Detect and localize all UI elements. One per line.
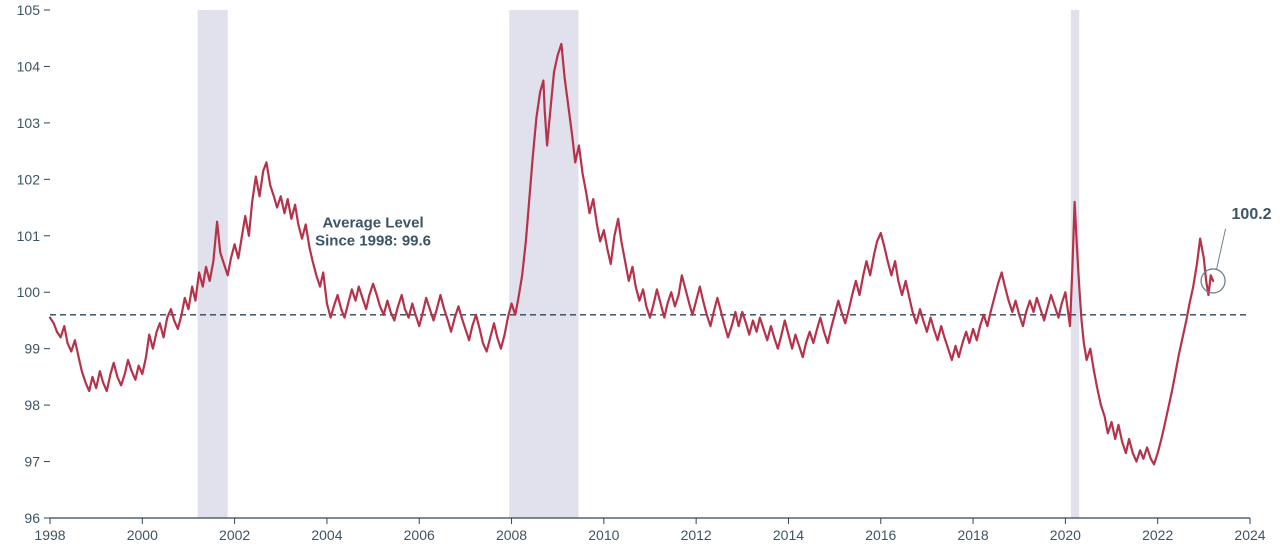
time-series-chart: 96 97 98 99 100 101 102 103 104 105 1998 2000 2002 20… <box>0 0 1280 548</box>
x-tick-label: 2018 <box>957 527 988 543</box>
y-tick-label: 100 <box>17 284 41 300</box>
x-tick-label: 2012 <box>681 527 712 543</box>
avg-level-annotation-line1: Average Level <box>322 214 423 231</box>
x-tick-label: 2002 <box>219 527 250 543</box>
x-tick-label: 2024 <box>1234 527 1265 543</box>
x-tick-label: 2006 <box>404 527 435 543</box>
y-tick-label: 97 <box>24 454 40 470</box>
x-tick-label: 1998 <box>34 527 65 543</box>
x-tick-label: 2004 <box>311 527 342 543</box>
y-tick-label: 98 <box>24 397 40 413</box>
x-tick-label: 2016 <box>865 527 896 543</box>
y-tick-label: 99 <box>24 341 40 357</box>
callout-label: 100.2 <box>1232 206 1272 223</box>
x-tick-label: 2020 <box>1050 527 1081 543</box>
avg-level-annotation-line2: Since 1998: 99.6 <box>315 232 431 249</box>
y-tick-label: 101 <box>17 228 41 244</box>
y-tick-label: 104 <box>17 58 41 74</box>
y-tick-label: 102 <box>17 171 41 187</box>
x-tick-label: 2000 <box>127 527 158 543</box>
x-tick-label: 2008 <box>496 527 527 543</box>
y-tick-label: 105 <box>17 2 41 18</box>
y-tick-label: 96 <box>24 510 40 526</box>
x-tick-label: 2010 <box>588 527 619 543</box>
x-tick-label: 2022 <box>1142 527 1173 543</box>
x-tick-label: 2014 <box>773 527 804 543</box>
y-tick-label: 103 <box>17 115 41 131</box>
